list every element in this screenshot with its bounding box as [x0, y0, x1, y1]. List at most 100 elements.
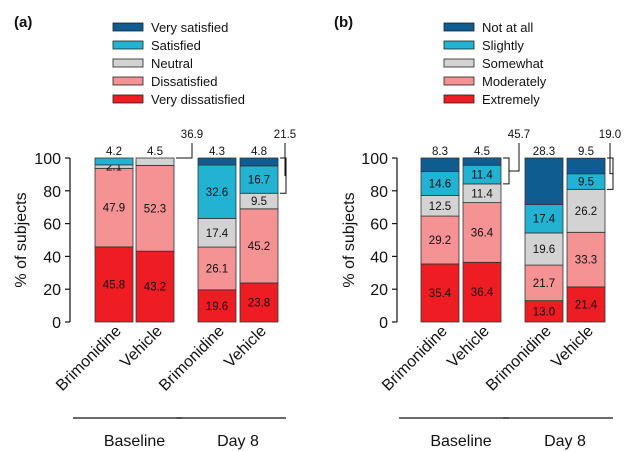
- legend-label: Not at all: [482, 20, 533, 35]
- data-label: 12.5: [429, 201, 451, 213]
- bar-segment: [135, 164, 175, 252]
- bracket: [503, 157, 510, 185]
- legend-swatch: [112, 94, 144, 104]
- top-data-label: 4.8: [251, 146, 267, 158]
- data-label: 21.7: [533, 278, 555, 290]
- y-tick-label: 60: [43, 217, 61, 234]
- x-tick-label: Vehicle: [444, 323, 493, 372]
- y-tick-label: 20: [43, 282, 61, 299]
- legend-label: Neutral: [151, 56, 193, 71]
- data-label: 36.4: [471, 227, 494, 239]
- top-data-label: 8.3: [432, 146, 448, 158]
- bar-segment: [197, 164, 237, 219]
- y-tick-label: 100: [361, 151, 388, 168]
- legend-label: Moderately: [482, 74, 547, 89]
- data-label: 11.4: [471, 188, 493, 200]
- y-tick-label: 80: [370, 184, 388, 201]
- legend-label: Somewhat: [482, 56, 544, 71]
- data-label: 36.4: [471, 287, 494, 299]
- top-data-label: 4.5: [474, 146, 490, 158]
- data-label: 9.5: [251, 196, 267, 208]
- data-label: 23.8: [248, 297, 270, 309]
- top-data-label: 4.2: [106, 146, 122, 158]
- bracket-label: 36.9: [181, 129, 203, 141]
- y-axis-label: % of subjects: [341, 192, 358, 287]
- bracket-leader: [182, 143, 193, 159]
- data-label: 17.4: [533, 214, 556, 226]
- x-tick-label: Brimonidine: [53, 323, 125, 395]
- bracket-leader: [284, 143, 286, 177]
- bar-segment: [566, 286, 606, 323]
- legend-swatch: [112, 22, 144, 32]
- data-label: 43.2: [144, 282, 166, 294]
- data-label: 45.8: [103, 279, 125, 291]
- panel-label: (a): [14, 14, 32, 31]
- bar-segment: [420, 263, 460, 323]
- bar-segment: [94, 157, 134, 166]
- x-tick-label: Vehicle: [221, 323, 270, 372]
- data-label: 45.2: [248, 241, 270, 253]
- data-label: 13.0: [533, 306, 555, 318]
- bar-segment: [524, 232, 564, 266]
- bar-segment: [462, 202, 502, 263]
- bar-segment: [239, 157, 279, 167]
- group-label: Baseline: [430, 433, 491, 450]
- legend-swatch: [443, 94, 475, 104]
- legend-label: Dissatisfied: [151, 74, 217, 89]
- bar-segment: [239, 208, 279, 284]
- data-label: 33.3: [575, 255, 597, 267]
- bar-segment: [239, 165, 279, 194]
- bar-segment: [197, 218, 237, 248]
- bracket-label: 21.5: [274, 129, 296, 141]
- group-label: Baseline: [104, 433, 165, 450]
- data-label: 9.5: [578, 177, 594, 189]
- data-label: 26.1: [206, 263, 228, 275]
- y-tick-label: 40: [370, 249, 388, 266]
- legend-swatch: [443, 40, 475, 50]
- x-tick-label: Brimonidine: [156, 323, 228, 395]
- y-axis-label: % of subjects: [13, 192, 30, 287]
- bracket-label: 45.7: [508, 129, 530, 141]
- x-tick-label: Brimonidine: [379, 323, 451, 395]
- legend-swatch: [112, 58, 144, 68]
- bracket-leader: [609, 143, 613, 175]
- y-tick-label: 0: [52, 315, 61, 332]
- data-label: 19.6: [206, 301, 228, 313]
- top-data-label: 9.5: [578, 146, 594, 158]
- legend-label: Satisfied: [151, 38, 201, 53]
- data-label: 29.2: [429, 235, 451, 247]
- data-label: 32.6: [206, 187, 228, 199]
- bar-segment: [420, 215, 460, 265]
- bracket-label: 19.0: [599, 129, 621, 141]
- y-tick-label: 20: [370, 282, 388, 299]
- group-label: Day 8: [544, 433, 586, 450]
- data-label: 16.7: [248, 175, 270, 187]
- data-label: 14.6: [429, 179, 451, 191]
- legend-label: Slightly: [482, 38, 524, 53]
- bar-segment: [135, 157, 175, 166]
- data-label: 26.2: [575, 206, 597, 218]
- data-label: 11.4: [471, 170, 493, 182]
- bar-segment: [524, 204, 564, 234]
- x-tick-label: Vehicle: [548, 323, 597, 372]
- data-label: 17.4: [206, 228, 229, 240]
- bar-segment: [197, 157, 237, 166]
- top-data-label: 4.3: [209, 146, 225, 158]
- group-label: Day 8: [217, 433, 259, 450]
- y-tick-label: 80: [43, 184, 61, 201]
- y-tick-label: 0: [379, 315, 388, 332]
- bar-segment: [462, 157, 502, 166]
- x-tick-label: Vehicle: [117, 323, 166, 372]
- bracket-leader: [509, 143, 520, 172]
- bar-segment: [566, 188, 606, 233]
- top-data-label: 4.5: [147, 146, 163, 158]
- bar-segment: [566, 157, 606, 175]
- y-tick-label: 100: [34, 151, 61, 168]
- data-label: 19.6: [533, 244, 555, 256]
- legend-label: Very dissatisfied: [151, 92, 245, 107]
- data-label: 47.9: [103, 203, 125, 215]
- bar-segment: [524, 157, 564, 205]
- bar-segment: [420, 157, 460, 173]
- data-label: 21.4: [575, 299, 598, 311]
